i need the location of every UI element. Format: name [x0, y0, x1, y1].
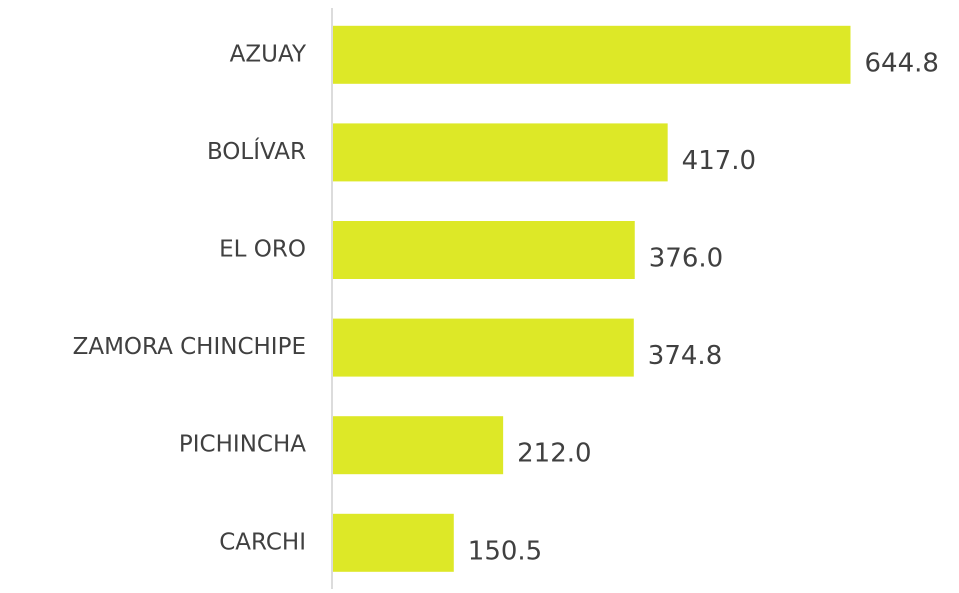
category-label: ZAMORA CHINCHIPE: [73, 334, 306, 360]
value-label: 376.0: [649, 244, 723, 274]
category-label: CARCHI: [219, 529, 306, 555]
bar: [333, 513, 454, 572]
value-label: 417.0: [682, 146, 756, 176]
category-label: EL ORO: [219, 237, 306, 263]
bar: [333, 25, 851, 84]
bar: [333, 123, 668, 182]
value-label: 150.5: [468, 536, 542, 566]
category-label: PICHINCHA: [179, 432, 306, 458]
value-label: 644.8: [864, 48, 938, 78]
bar: [333, 318, 634, 377]
bar: [333, 416, 504, 475]
value-label: 212.0: [517, 439, 591, 469]
category-label: AZUAY: [230, 41, 307, 67]
category-label: BOLÍVAR: [207, 137, 306, 165]
value-label: 374.8: [648, 341, 722, 371]
bar: [333, 221, 635, 279]
